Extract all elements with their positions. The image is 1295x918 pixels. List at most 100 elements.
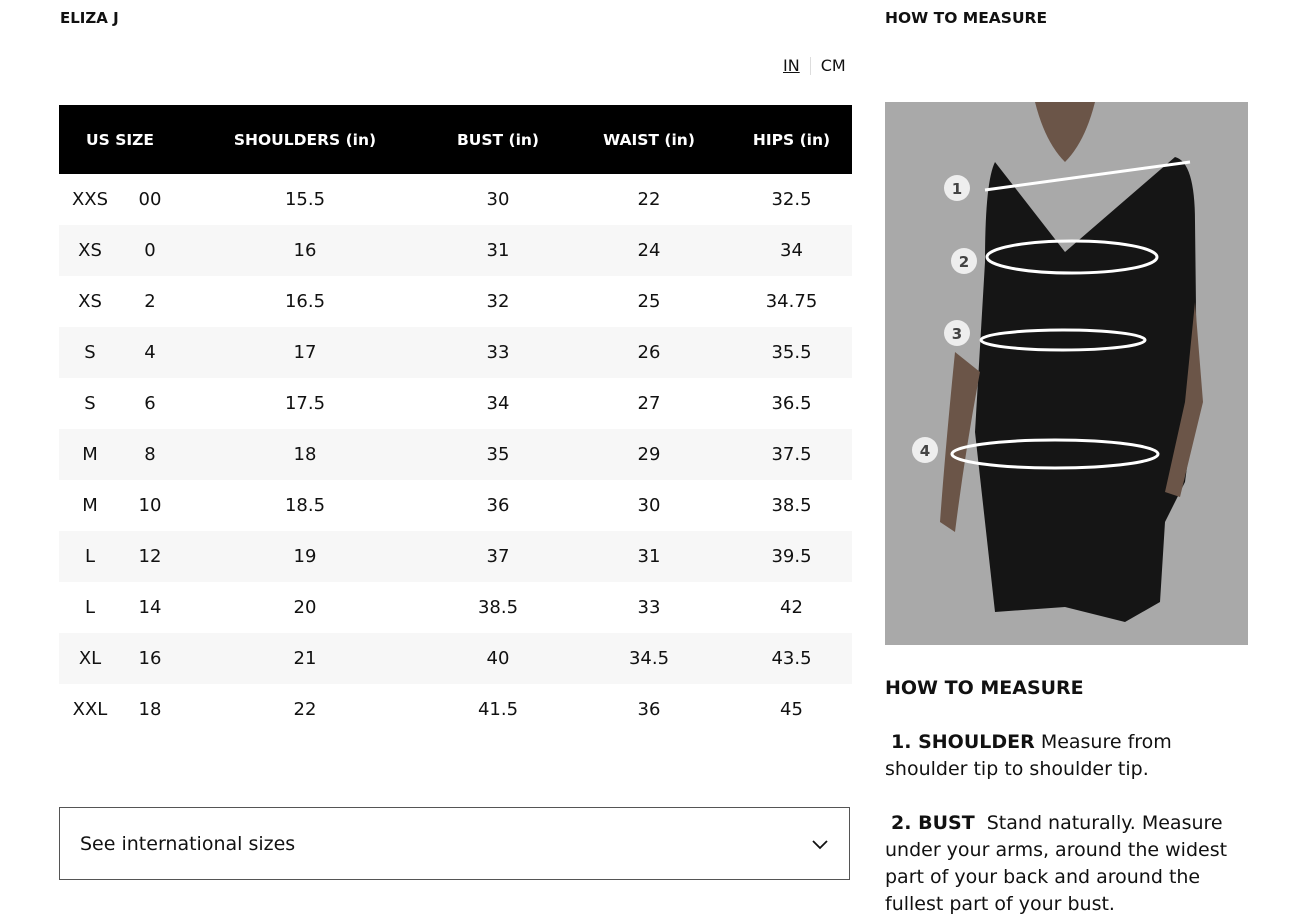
size-number: 16 [138,648,162,669]
bust-cell: 38.5 [477,597,519,618]
chevron-down-icon [812,839,828,849]
shoulders-cell: 16.5 [284,291,326,312]
measurement-model-image: 1 2 3 4 [885,102,1248,645]
size-letter: XS [78,240,102,261]
waist-cell: 27 [637,393,661,414]
us-size-cell: M 10 [59,480,181,531]
hips-cell: 39.5 [771,546,812,567]
international-sizes-label: See international sizes [80,832,296,855]
bust-cell: 37 [486,546,510,567]
table-row: M 10 18.5 36 30 38.5 [59,480,852,531]
international-sizes-toggle[interactable]: See international sizes [59,807,850,880]
marker-4: 4 [920,442,930,460]
waist-cell: 34.5 [628,648,670,669]
bust-cell: 36 [486,495,510,516]
step-shoulder-title: 1. SHOULDER [891,731,1035,753]
how-to-measure-title: HOW TO MEASURE [885,9,1048,27]
size-number: 8 [144,444,156,465]
shoulders-cell: 17 [293,342,317,363]
shoulders-cell: 15.5 [284,189,326,210]
bust-cell: 34 [486,393,510,414]
size-number: 2 [144,291,156,312]
table-header-row: US SIZE SHOULDERS (in) BUST (in) WAIST (… [59,105,852,174]
table-row: L 14 20 38.5 33 42 [59,582,852,633]
table-row: M 8 18 35 29 37.5 [59,429,852,480]
size-letter: XL [78,648,102,669]
size-number: 6 [144,393,156,414]
bust-cell: 33 [486,342,510,363]
waist-cell: 26 [637,342,661,363]
measure-heading: HOW TO MEASURE [885,677,1084,699]
us-size-cell: XS 0 [59,225,181,276]
unit-toggle: IN CM [783,56,846,75]
header-bust: BUST (in) [456,130,540,149]
us-size-cell: XXS 00 [59,174,181,225]
step-shoulder-text: Measure from shoulder tip to shoulder ti… [885,731,1172,780]
size-letter: XXS [71,189,109,210]
hips-cell: 34 [780,240,803,261]
size-letter: M [82,444,98,465]
waist-cell: 25 [637,291,661,312]
table-row: XS 0 16 31 24 34 [59,225,852,276]
table-row: S 4 17 33 26 35.5 [59,327,852,378]
shoulders-cell: 18.5 [284,495,326,516]
size-letter: S [84,393,96,414]
hips-cell: 37.5 [771,444,812,465]
hips-cell: 36.5 [771,393,812,414]
size-letter: XS [78,291,102,312]
hips-cell: 42 [780,597,803,618]
waist-cell: 31 [637,546,661,567]
size-number: 18 [138,699,162,720]
bust-cell: 41.5 [477,699,519,720]
shoulders-cell: 22 [293,699,317,720]
table-row: XS 2 16.5 32 25 34.75 [59,276,852,327]
size-letter: L [84,597,96,618]
us-size-cell: XS 2 [59,276,181,327]
brand-name: ELIZA J [60,9,119,27]
waist-cell: 22 [637,189,661,210]
waist-cell: 33 [637,597,661,618]
shoulders-cell: 20 [293,597,317,618]
step-bust-text: Stand naturally. Measure under your arms… [885,812,1228,915]
unit-in-link[interactable]: IN [783,56,800,75]
size-letter: M [82,495,98,516]
header-hips: HIPS (in) [752,130,831,149]
table-row: XXS 00 15.5 30 22 32.5 [59,174,852,225]
table-row: XL 16 21 40 34.5 43.5 [59,633,852,684]
size-letter: L [84,546,96,567]
shoulders-cell: 21 [293,648,317,669]
marker-2: 2 [959,253,969,271]
step-shoulder: 1. SHOULDER Measure from shoulder tip to… [885,729,1245,783]
hips-cell: 35.5 [771,342,812,363]
size-number: 10 [138,495,162,516]
bust-cell: 40 [486,648,510,669]
size-number: 00 [138,189,162,210]
bust-cell: 30 [486,189,510,210]
waist-cell: 30 [637,495,661,516]
header-waist: WAIST (in) [603,130,695,149]
header-shoulders: SHOULDERS (in) [233,130,377,149]
waist-cell: 29 [637,444,661,465]
bust-cell: 32 [486,291,510,312]
table-row: S 6 17.5 34 27 36.5 [59,378,852,429]
size-number: 0 [144,240,156,261]
hips-cell: 43.5 [771,648,812,669]
us-size-cell: XL 16 [59,633,181,684]
size-number: 14 [138,597,162,618]
marker-3: 3 [952,325,962,343]
marker-1: 1 [952,180,962,198]
size-letter: S [84,342,96,363]
us-size-cell: L 14 [59,582,181,633]
size-number: 12 [138,546,162,567]
header-us-size: US SIZE [86,130,154,149]
us-size-cell: L 12 [59,531,181,582]
shoulders-cell: 19 [293,546,317,567]
hips-cell: 38.5 [771,495,812,516]
unit-separator [809,56,811,75]
bust-cell: 31 [486,240,510,261]
size-number: 4 [144,342,156,363]
waist-cell: 24 [637,240,661,261]
unit-cm-link[interactable]: CM [820,56,846,75]
